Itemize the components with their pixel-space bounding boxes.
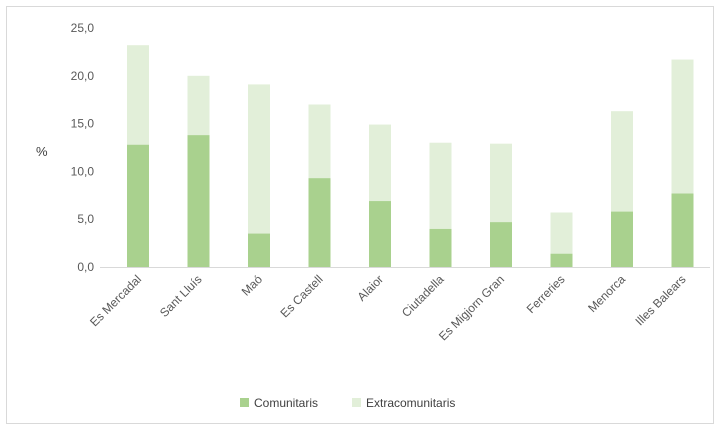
bar-extracomunitaris: [187, 75, 210, 136]
x-tick-label: Alaior: [355, 272, 387, 304]
bar-comunitaris: [127, 144, 149, 267]
bar-comunitaris: [187, 135, 210, 267]
bar-extracomunitaris: [127, 45, 149, 145]
bar-extracomunitaris: [429, 142, 452, 229]
y-tick-label: 20,0: [71, 69, 95, 83]
bar-extracomunitaris: [308, 104, 331, 179]
bar-extracomunitaris: [550, 212, 573, 254]
bar-comunitaris: [429, 228, 452, 267]
bar-extracomunitaris: [611, 111, 633, 212]
bar-comunitaris: [611, 211, 633, 267]
bar-comunitaris: [308, 178, 331, 267]
x-tick-label: Es Mercadal: [87, 272, 144, 329]
legend: Comunitaris Extracomunitaris: [240, 396, 455, 410]
bar-comunitaris: [248, 233, 270, 267]
y-axis: 0,0 5,0 10,0 15,0 20,0 25,0: [71, 21, 95, 274]
x-tick-label: Ferreries: [524, 272, 568, 316]
x-tick-label: Es Castell: [278, 272, 326, 320]
bar-comunitaris: [550, 253, 573, 267]
y-tick-label: 15,0: [71, 117, 95, 131]
bars: [127, 45, 694, 267]
x-tick-label: Ciutadella: [399, 272, 447, 320]
x-tick-label: Maó: [239, 272, 266, 299]
chart-frame: [6, 6, 714, 424]
y-tick-label: 0,0: [77, 260, 94, 274]
y-tick-label: 5,0: [77, 212, 94, 226]
bar-comunitaris: [671, 193, 694, 267]
bar-extracomunitaris: [369, 124, 391, 202]
x-tick-label: Illes Balears: [632, 272, 688, 328]
bar-comunitaris: [490, 222, 512, 267]
x-tick-label: Sant Lluís: [157, 272, 205, 320]
bar-comunitaris: [369, 201, 391, 267]
y-axis-label: %: [36, 144, 48, 159]
x-tick-label: Menorca: [585, 272, 628, 315]
bar-extracomunitaris: [490, 143, 512, 223]
legend-swatch: [240, 398, 249, 407]
legend-swatch: [352, 398, 361, 407]
x-axis: Es Mercadal Sant Lluís Maó Es Castell Alaior…: [87, 267, 710, 343]
bar-extracomunitaris: [248, 84, 270, 234]
legend-label: Extracomunitaris: [366, 396, 455, 410]
x-tick-label: Es Migjorn Gran: [436, 272, 507, 343]
y-tick-label: 25,0: [71, 21, 95, 35]
y-tick-label: 10,0: [71, 164, 95, 178]
legend-label: Comunitaris: [254, 396, 318, 410]
bar-extracomunitaris: [671, 59, 694, 194]
